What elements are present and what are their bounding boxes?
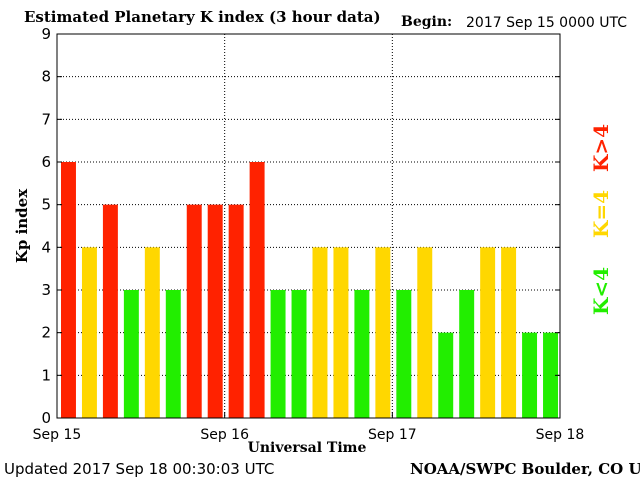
kp-bar bbox=[354, 290, 370, 418]
x-tick-label: Sep 16 bbox=[200, 427, 249, 443]
y-tick-label: 2 bbox=[41, 324, 51, 342]
kp-bar bbox=[207, 204, 223, 418]
kp-bar bbox=[81, 247, 97, 418]
plot-frame bbox=[56, 33, 561, 419]
legend-below-4: K<4 bbox=[589, 266, 613, 316]
kp-bar bbox=[270, 290, 286, 418]
legend-equal-4: K=4 bbox=[589, 189, 613, 239]
chart-title: Estimated Planetary K index (3 hour data… bbox=[24, 8, 381, 26]
x-tick-label: Sep 15 bbox=[33, 427, 82, 443]
kp-bar bbox=[459, 290, 475, 418]
data-source: NOAA/SWPC Boulder, CO USA bbox=[410, 460, 640, 478]
kp-bar bbox=[480, 247, 496, 418]
kp-bar bbox=[249, 162, 265, 418]
y-tick-label: 4 bbox=[41, 238, 51, 256]
kp-bar bbox=[417, 247, 433, 418]
kp-bar bbox=[123, 290, 139, 418]
y-tick-label: 5 bbox=[41, 196, 51, 214]
y-tick-label: 8 bbox=[41, 68, 51, 86]
kp-bar bbox=[333, 247, 349, 418]
kp-bar bbox=[61, 162, 76, 418]
x-tick-label: Sep 18 bbox=[536, 427, 585, 443]
kp-bar bbox=[375, 247, 391, 418]
y-tick-label: 7 bbox=[41, 110, 51, 128]
kp-bar bbox=[144, 247, 160, 418]
y-tick-label: 0 bbox=[41, 409, 51, 427]
y-tick-label: 9 bbox=[41, 25, 51, 43]
kp-bar bbox=[186, 204, 202, 418]
kp-bar bbox=[291, 290, 307, 418]
kp-bar bbox=[165, 290, 181, 418]
x-tick-label: Sep 17 bbox=[368, 427, 417, 443]
legend-above-4: K>4 bbox=[589, 123, 613, 173]
kp-bar bbox=[396, 290, 412, 418]
y-tick-label: 6 bbox=[41, 153, 51, 171]
updated-timestamp: Updated 2017 Sep 18 00:30:03 UTC bbox=[4, 460, 275, 478]
kp-bar bbox=[543, 332, 558, 418]
y-tick-label: 3 bbox=[41, 281, 51, 299]
kp-bar bbox=[501, 247, 517, 418]
begin-label: Begin: bbox=[401, 14, 453, 30]
kp-bar bbox=[102, 204, 118, 418]
x-axis-label: Universal Time bbox=[247, 440, 367, 456]
y-axis-label: Kp index bbox=[13, 188, 31, 264]
kp-bar bbox=[228, 204, 244, 418]
begin-value: 2017 Sep 15 0000 UTC bbox=[466, 15, 628, 31]
kp-bar bbox=[438, 332, 454, 418]
y-tick-label: 1 bbox=[41, 366, 51, 384]
kp-bar bbox=[522, 332, 538, 418]
kp-bar bbox=[312, 247, 328, 418]
